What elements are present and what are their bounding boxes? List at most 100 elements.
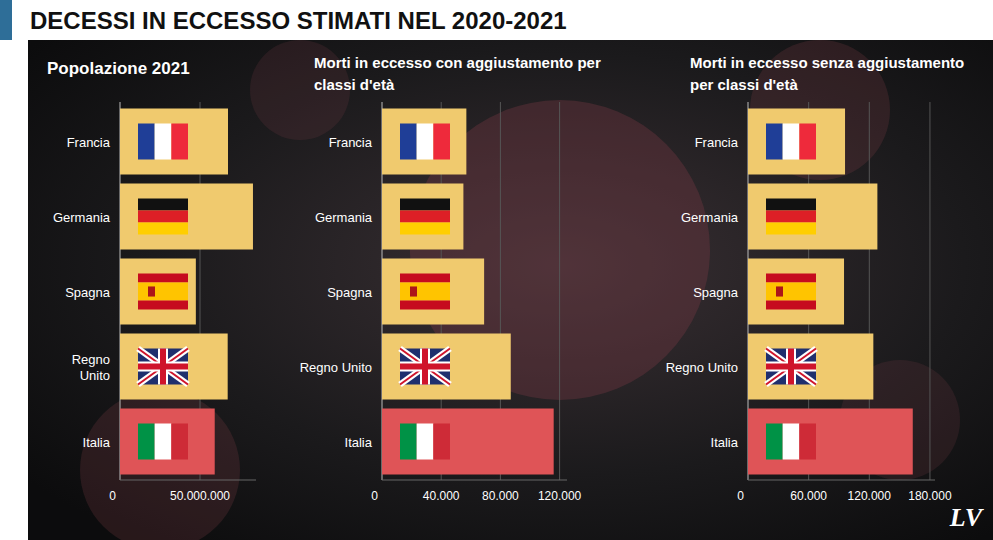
flag-part xyxy=(433,424,450,460)
text-line: Francia xyxy=(329,135,373,150)
header-bg xyxy=(0,0,993,40)
tick-label: 40.000 xyxy=(423,489,460,503)
bar xyxy=(382,334,511,400)
tick-label: 0 xyxy=(371,489,378,503)
flag-part xyxy=(766,223,816,235)
tick-label: 80.000 xyxy=(482,489,519,503)
tick-label: 0 xyxy=(109,489,116,503)
bars xyxy=(382,109,554,475)
flag xyxy=(138,424,188,460)
flag-part xyxy=(138,211,188,223)
chart-root: DECESSI IN ECCESSO STIMATI NEL 2020-2021… xyxy=(0,0,993,540)
text-line: Francia xyxy=(695,135,739,150)
bar xyxy=(382,184,463,250)
flag-part xyxy=(799,424,816,460)
flag-part xyxy=(766,274,816,283)
axis-line xyxy=(120,480,256,481)
text-line: Morti in eccesso con aggiustamento per xyxy=(314,54,601,71)
text-line: Germania xyxy=(681,210,739,225)
flag-part xyxy=(138,349,188,385)
flag-part xyxy=(400,424,417,460)
bar xyxy=(120,184,253,250)
flag-part xyxy=(766,349,816,385)
flag-part xyxy=(138,199,188,211)
text-line: Francia xyxy=(67,135,111,150)
flag-part xyxy=(138,349,188,385)
bars xyxy=(748,109,913,475)
category-label: Germania xyxy=(681,210,739,225)
flag xyxy=(766,199,816,235)
flag xyxy=(766,349,816,385)
category-label: Spagna xyxy=(327,285,373,300)
bar xyxy=(748,409,913,475)
text-line: Germania xyxy=(53,210,111,225)
bar xyxy=(382,109,466,175)
panel: Morti in eccesso con aggiustamento percl… xyxy=(300,54,601,503)
flag-part xyxy=(400,349,450,385)
flag-part xyxy=(400,349,450,385)
text-line: Germania xyxy=(315,210,373,225)
panel: Popolazione 2021FranciaGermaniaSpagnaReg… xyxy=(47,59,256,503)
flag-part xyxy=(776,286,783,296)
panel-title: Morti in eccesso con aggiustamento percl… xyxy=(314,54,601,93)
flag-part xyxy=(400,223,450,235)
flag-part xyxy=(766,349,816,385)
flag-part xyxy=(171,124,188,160)
flag-part xyxy=(400,301,450,310)
category-label: Francia xyxy=(695,135,739,150)
flag xyxy=(400,199,450,235)
title: DECESSI IN ECCESSO STIMATI NEL 2020-2021 xyxy=(30,7,567,34)
flag xyxy=(766,424,816,460)
flag-part xyxy=(400,349,450,385)
flag-part xyxy=(138,301,188,310)
flag-part xyxy=(148,286,155,296)
flag-part xyxy=(400,283,450,301)
background xyxy=(28,40,993,540)
text-line: Regno xyxy=(72,352,110,367)
flag xyxy=(766,124,816,160)
tick-label: 50.000.000 xyxy=(170,489,230,503)
text-line: Spagna xyxy=(693,285,739,300)
flag-part xyxy=(410,286,417,296)
flag-part xyxy=(417,124,434,160)
category-label: Spagna xyxy=(65,285,111,300)
panel-title: Morti in eccesso senza aggiustamentoper … xyxy=(690,54,964,93)
tick-label: 120.000 xyxy=(848,489,892,503)
axis-line xyxy=(382,480,567,481)
bar xyxy=(120,409,215,475)
flag-part xyxy=(766,211,816,223)
flag-part xyxy=(783,124,800,160)
flag-part xyxy=(400,364,450,370)
category-label: Italia xyxy=(711,435,739,450)
flag xyxy=(138,199,188,235)
text-line: Italia xyxy=(711,435,739,450)
flag-part xyxy=(400,211,450,223)
text-line: Italia xyxy=(345,435,373,450)
flag-part xyxy=(766,199,816,211)
tick-label: 0 xyxy=(737,489,744,503)
flag-part xyxy=(138,349,188,385)
flag xyxy=(138,124,188,160)
bar xyxy=(382,259,484,325)
tick-label: 180.000 xyxy=(908,489,952,503)
flag-part xyxy=(766,283,816,301)
flag-part xyxy=(400,199,450,211)
text-line: Spagna xyxy=(327,285,373,300)
logo: LV xyxy=(949,503,985,532)
flag-part xyxy=(766,349,816,385)
text-line: Regno Unito xyxy=(300,360,372,375)
flag-part xyxy=(400,349,450,385)
flag-part xyxy=(155,424,172,460)
bars xyxy=(120,109,253,475)
category-label: Germania xyxy=(315,210,373,225)
flag-part xyxy=(766,301,816,310)
flag xyxy=(400,424,450,460)
category-label: Italia xyxy=(83,435,111,450)
text-line: Regno Unito xyxy=(666,360,738,375)
category-label: Germania xyxy=(53,210,111,225)
flag-part xyxy=(138,349,188,385)
category-label: Francia xyxy=(67,135,111,150)
flag-part xyxy=(138,364,188,370)
flag-part xyxy=(171,424,188,460)
bar xyxy=(120,334,228,400)
